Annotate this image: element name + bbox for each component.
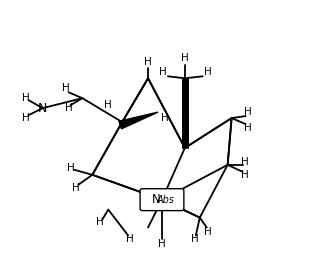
Text: H: H bbox=[241, 170, 248, 180]
Text: H: H bbox=[158, 239, 166, 249]
Text: H: H bbox=[72, 183, 79, 193]
Text: H: H bbox=[62, 83, 69, 93]
Text: H: H bbox=[104, 100, 112, 110]
Text: Abs: Abs bbox=[157, 195, 175, 205]
Text: H: H bbox=[159, 67, 167, 77]
Text: H: H bbox=[126, 234, 134, 244]
Text: H: H bbox=[181, 53, 189, 63]
Text: H: H bbox=[191, 234, 199, 244]
Text: H: H bbox=[204, 67, 212, 77]
Text: H: H bbox=[244, 107, 252, 117]
Text: H: H bbox=[144, 58, 152, 68]
Text: H: H bbox=[96, 217, 104, 227]
Text: H: H bbox=[161, 113, 169, 123]
Text: N: N bbox=[38, 102, 47, 115]
FancyBboxPatch shape bbox=[140, 189, 184, 211]
Text: H: H bbox=[22, 93, 30, 103]
Text: H: H bbox=[22, 113, 30, 123]
Text: H: H bbox=[204, 227, 212, 237]
Text: H: H bbox=[67, 163, 74, 173]
Polygon shape bbox=[122, 78, 148, 122]
Text: H: H bbox=[65, 103, 72, 113]
Text: H: H bbox=[244, 123, 252, 133]
Text: H: H bbox=[241, 157, 248, 167]
Text: N: N bbox=[152, 193, 160, 206]
Polygon shape bbox=[119, 112, 158, 129]
